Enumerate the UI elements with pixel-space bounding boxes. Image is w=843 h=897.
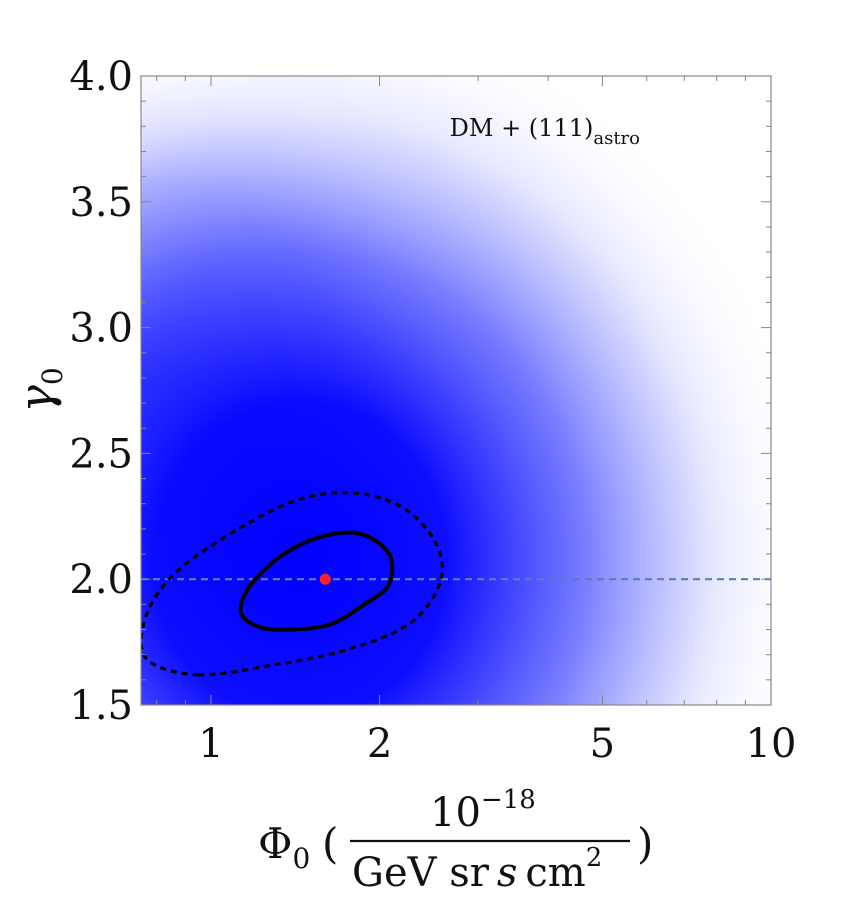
x-tick-label: 10 <box>746 721 797 767</box>
y-axis-label: γ0 <box>9 367 69 412</box>
svg-text:10−18: 10−18 <box>430 785 536 836</box>
y-tick-label: 4.0 <box>69 54 133 100</box>
x-tick-label: 1 <box>198 721 223 767</box>
y-tick-label: 2.5 <box>69 431 133 477</box>
x-axis-label: Φ0 ( 10−18 GeV sr s cm2 ) <box>258 785 653 896</box>
x-tick-label: 2 <box>367 721 392 767</box>
svg-text:(: ( <box>322 819 338 868</box>
best-fit-point <box>319 573 331 585</box>
y-tick-label: 3.0 <box>69 306 133 352</box>
annotation: DM + (111)astro <box>450 114 640 149</box>
heatmap-core <box>141 76 771 705</box>
svg-text:γ0: γ0 <box>9 367 69 412</box>
y-tick-label: 2.0 <box>69 557 133 603</box>
y-tick-label: 3.5 <box>69 180 133 226</box>
contour-inner <box>238 530 395 632</box>
contour-outer <box>141 491 445 677</box>
plot-frame <box>140 75 772 706</box>
y-tick-label: 1.5 <box>69 683 133 729</box>
svg-text:Φ0: Φ0 <box>258 819 310 875</box>
svg-text:): ) <box>637 819 653 868</box>
x-tick-label: 5 <box>590 721 615 767</box>
heatmap <box>141 76 771 705</box>
